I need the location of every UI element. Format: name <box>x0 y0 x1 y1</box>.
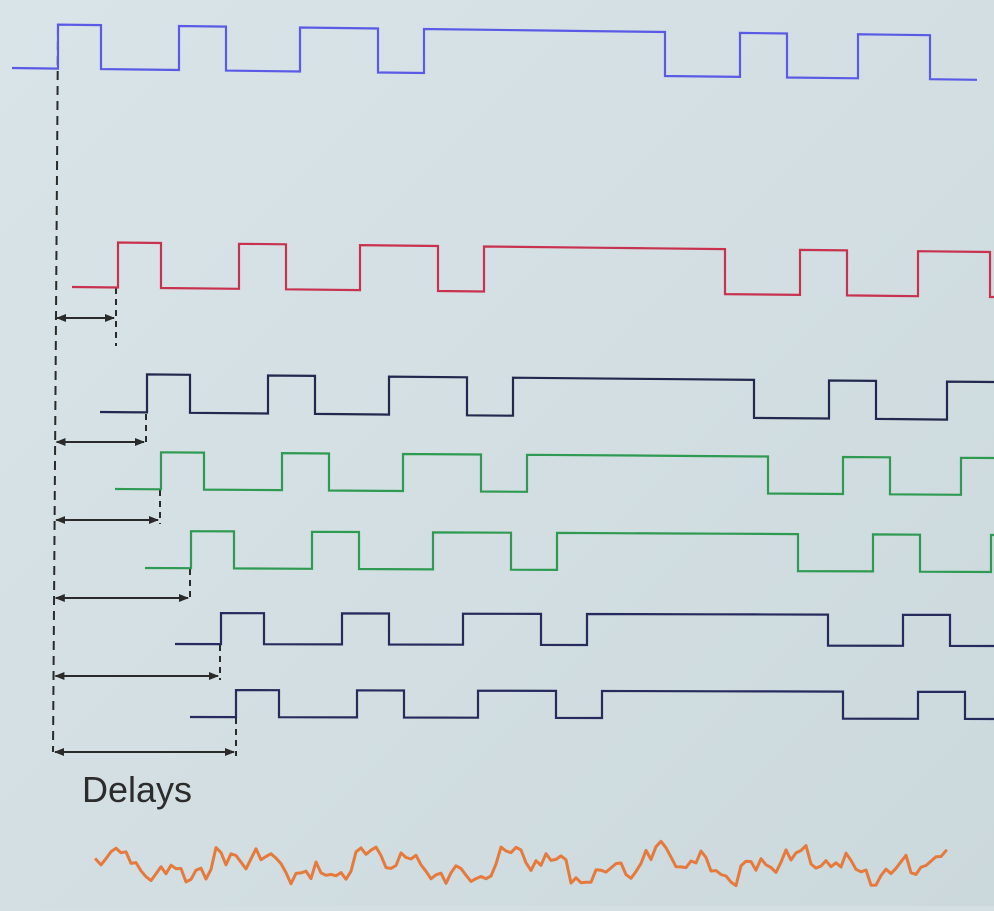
delays-label: Delays <box>82 769 192 810</box>
delayed-signal-1-trace <box>71 241 994 299</box>
delayed-signal-2-trace <box>99 373 994 421</box>
reference-dashed-guide <box>52 25 59 753</box>
delayed-signal-6-trace <box>189 688 994 721</box>
delayed-signal-4-trace <box>144 530 994 574</box>
summed-noise-signal <box>94 839 948 888</box>
delay-arrows <box>54 314 235 756</box>
delayed-signal-3-trace <box>114 451 994 496</box>
delayed-signal-5-trace <box>174 611 994 648</box>
signal-traces <box>11 23 994 721</box>
dashed-guides <box>52 25 237 756</box>
reference-signal-trace <box>11 23 978 81</box>
